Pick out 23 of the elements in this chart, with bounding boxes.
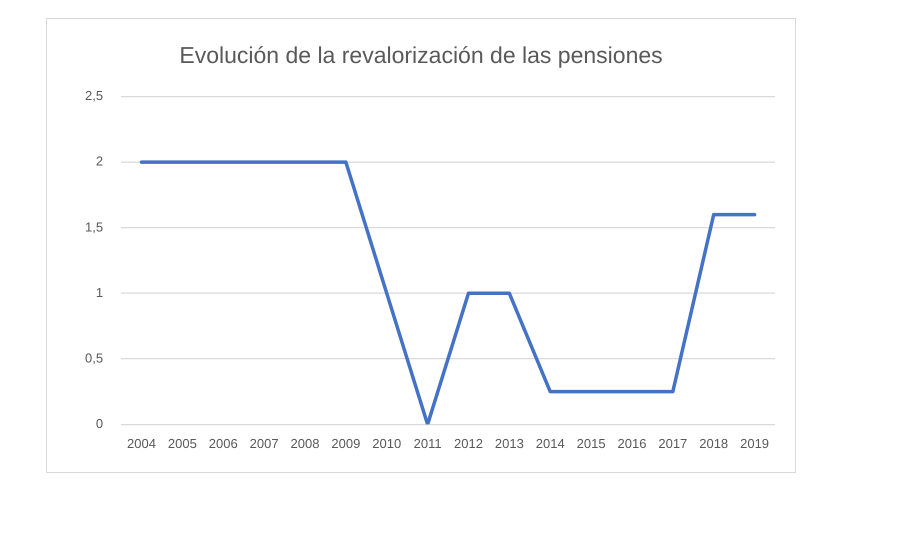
y-tick-label: 1,5 [84,219,104,234]
y-tick-label: 0 [96,416,104,431]
y-tick-label: 0,5 [84,350,104,366]
x-tick-label: 2007 [250,436,279,451]
x-tick-label: 2013 [494,436,524,451]
x-tick-label: 2018 [699,436,728,451]
chart-title: Evolución de la revalorización de las pensiones [179,42,663,68]
x-tick-label: 2011 [414,436,442,451]
x-tick-label: 2005 [168,436,197,451]
x-tick-label: 2010 [372,436,402,451]
x-tick-label: 2015 [576,436,606,451]
x-tick-label: 2012 [454,436,483,451]
y-tick-label: 2,5 [84,88,104,104]
x-tick-label: 2017 [658,436,688,451]
x-tick-label: 2016 [617,436,646,451]
x-tick-label: 2008 [290,436,320,451]
x-tick-label: 2009 [331,436,360,451]
y-tick-label: 2 [96,154,104,169]
x-tick-label: 2006 [208,436,238,451]
x-tick-label: 2019 [740,436,770,451]
x-tick-label: 2004 [127,436,156,451]
x-tick-label: 2014 [536,436,565,451]
y-tick-label: 1 [96,284,104,300]
